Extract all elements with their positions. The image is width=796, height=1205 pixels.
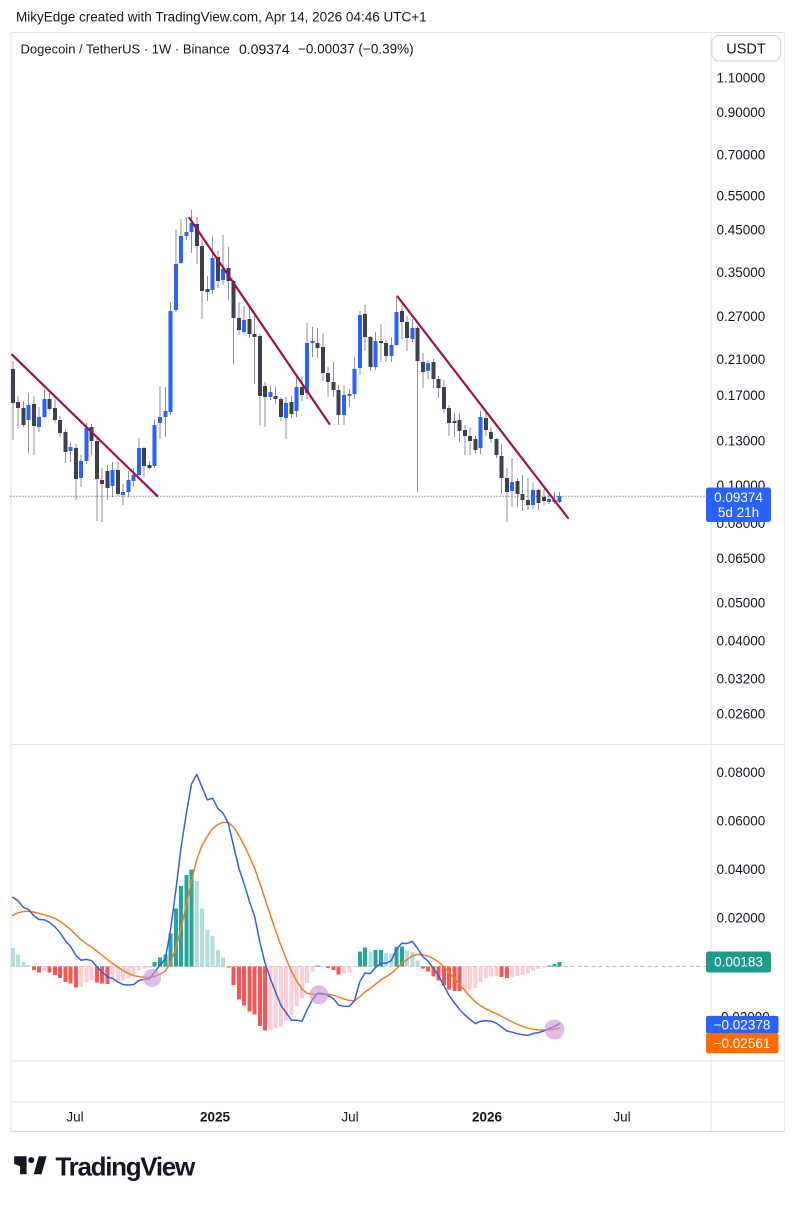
svg-text:1.10000: 1.10000: [717, 71, 766, 86]
svg-text:2025: 2025: [200, 1110, 231, 1125]
svg-text:−0.00037 (−0.39%): −0.00037 (−0.39%): [298, 42, 414, 57]
svg-text:USDT: USDT: [726, 42, 766, 58]
svg-text:Jul: Jul: [66, 1110, 83, 1125]
svg-text:0.45000: 0.45000: [717, 223, 766, 238]
svg-text:0.08000: 0.08000: [717, 765, 766, 780]
svg-text:MikyEdge created with TradingV: MikyEdge created with TradingView.com, A…: [16, 10, 427, 25]
svg-text:0.04000: 0.04000: [717, 862, 766, 877]
svg-text:0.05000: 0.05000: [717, 596, 766, 611]
svg-text:0.02600: 0.02600: [717, 707, 766, 722]
svg-text:0.06000: 0.06000: [717, 814, 766, 829]
svg-text:0.55000: 0.55000: [717, 188, 766, 203]
svg-text:Jul: Jul: [341, 1110, 358, 1125]
svg-text:0.04000: 0.04000: [717, 634, 766, 649]
svg-text:5d 21h: 5d 21h: [718, 505, 759, 520]
svg-text:0.90000: 0.90000: [717, 105, 766, 120]
svg-text:0.09374: 0.09374: [714, 490, 763, 505]
svg-text:0.17000: 0.17000: [717, 388, 766, 403]
svg-text:0.02000: 0.02000: [717, 911, 766, 926]
svg-text:Jul: Jul: [613, 1110, 630, 1125]
svg-text:Dogecoin / TetherUS · 1W · Bin: Dogecoin / TetherUS · 1W · Binance: [21, 42, 230, 57]
svg-text:0.27000: 0.27000: [717, 309, 766, 324]
svg-text:0.21000: 0.21000: [717, 352, 766, 367]
svg-text:0.13000: 0.13000: [717, 433, 766, 448]
svg-text:0.00183: 0.00183: [714, 955, 763, 970]
svg-text:0.09374: 0.09374: [239, 41, 290, 57]
svg-text:TradingView: TradingView: [56, 1152, 196, 1182]
svg-text:2026: 2026: [472, 1110, 503, 1125]
svg-text:−0.02378: −0.02378: [714, 1017, 771, 1032]
svg-text:−0.02561: −0.02561: [714, 1036, 771, 1051]
svg-text:0.35000: 0.35000: [717, 265, 766, 280]
svg-text:0.06500: 0.06500: [717, 551, 766, 566]
svg-text:0.03200: 0.03200: [717, 671, 766, 686]
svg-text:0.70000: 0.70000: [717, 148, 766, 163]
